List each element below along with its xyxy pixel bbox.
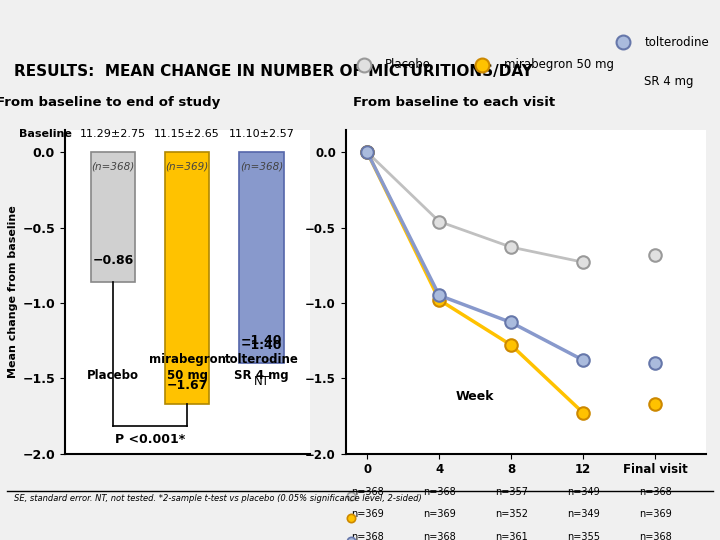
Bar: [239, 152, 284, 363]
Text: n=368: n=368: [423, 532, 456, 540]
Text: Baseline: Baseline: [19, 129, 72, 139]
Text: tolterodine
SR 4 mg: tolterodine SR 4 mg: [225, 353, 298, 382]
Text: 11.15±2.65: 11.15±2.65: [154, 129, 220, 139]
Text: n=369: n=369: [639, 509, 672, 519]
Bar: [165, 152, 210, 404]
Text: n=355: n=355: [567, 532, 600, 540]
Text: −0.86: −0.86: [92, 254, 134, 267]
Text: 11.29±2.75: 11.29±2.75: [80, 129, 146, 139]
Text: (n=369): (n=369): [166, 161, 209, 171]
Text: mirabegron
50 mg: mirabegron 50 mg: [149, 353, 225, 382]
Text: P <0.001*: P <0.001*: [115, 433, 185, 446]
Text: n=357: n=357: [495, 487, 528, 497]
Text: From baseline to end of study: From baseline to end of study: [0, 96, 220, 109]
Text: −1.40: −1.40: [240, 339, 282, 352]
Text: n=368: n=368: [351, 532, 384, 540]
Text: n=352: n=352: [495, 509, 528, 519]
Text: Placebo: Placebo: [87, 369, 139, 382]
Text: −1.40: −1.40: [240, 334, 282, 347]
Bar: [91, 152, 135, 282]
Text: n=368: n=368: [351, 487, 384, 497]
Text: n=369: n=369: [351, 509, 384, 519]
Text: −1.67: −1.67: [166, 379, 208, 392]
Text: RESULTS:  MEAN CHANGE IN NUMBER OF MICTURITIONS/DAY: RESULTS: MEAN CHANGE IN NUMBER OF MICTUR…: [14, 64, 533, 79]
Text: n=349: n=349: [567, 509, 600, 519]
Text: Placebo: Placebo: [385, 58, 431, 71]
Text: SR 4 mg: SR 4 mg: [644, 75, 694, 87]
Text: NT: NT: [253, 375, 269, 388]
Text: n=369: n=369: [423, 509, 456, 519]
Text: n=368: n=368: [639, 487, 672, 497]
Text: n=368: n=368: [423, 487, 456, 497]
Text: n=361: n=361: [495, 532, 528, 540]
Text: (n=368): (n=368): [91, 161, 135, 171]
Text: tolterodine: tolterodine: [644, 36, 709, 49]
Text: 11.10±2.57: 11.10±2.57: [228, 129, 294, 139]
Y-axis label: Mean change from baseline: Mean change from baseline: [8, 205, 18, 378]
Text: mirabegron 50 mg: mirabegron 50 mg: [504, 58, 614, 71]
Text: From baseline to each visit: From baseline to each visit: [353, 96, 554, 109]
Text: n=349: n=349: [567, 487, 600, 497]
Text: Week: Week: [456, 390, 495, 403]
Text: n=368: n=368: [639, 532, 672, 540]
Text: (n=368): (n=368): [240, 161, 283, 171]
Text: SE, standard error. NT, not tested. *2-sample t-test vs placebo (0.05% significa: SE, standard error. NT, not tested. *2-s…: [14, 494, 422, 503]
